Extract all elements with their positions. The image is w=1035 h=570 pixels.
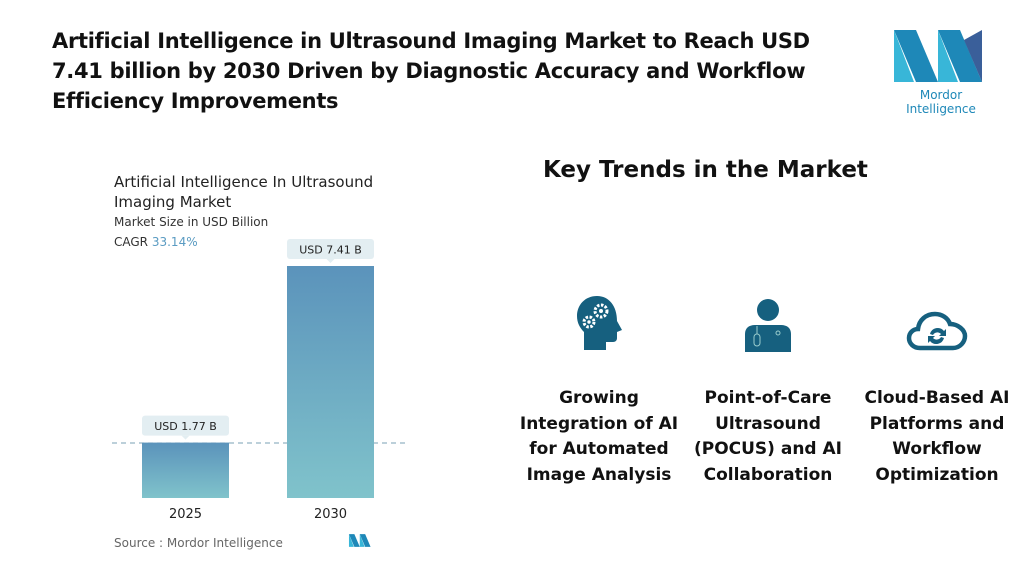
cagr: CAGR 33.14% xyxy=(114,235,198,249)
source-logo-icon xyxy=(348,534,371,547)
chart-subtitle: Market Size in USD Billion xyxy=(114,215,269,229)
trend-label: Growing Integration of AI for Automated … xyxy=(519,388,679,485)
chart-title: Artificial Intelligence In Ultrasound Im… xyxy=(114,173,374,211)
data-label: USD 7.41 B xyxy=(299,244,362,257)
doctor-icon xyxy=(688,292,848,352)
trend-label: Point-of-Care Ultrasound (POCUS) and AI … xyxy=(693,388,843,485)
bar-2025 xyxy=(142,442,229,498)
x-tick-label: 2030 xyxy=(314,507,347,522)
cagr-label: CAGR xyxy=(114,235,149,249)
cagr-value: 33.14% xyxy=(151,235,198,249)
mordor-logo: Mordor Intelligence xyxy=(886,30,996,116)
key-trends-heading: Key Trends in the Market xyxy=(543,157,868,183)
logo-mark-icon xyxy=(894,30,982,82)
cloud-sync-icon xyxy=(857,292,1017,352)
source: Source : Mordor Intelligence xyxy=(114,536,283,550)
data-label: USD 1.77 B xyxy=(154,420,217,433)
trend-item: Cloud-Based AI Platforms and Workflow Op… xyxy=(857,292,1017,488)
head-gears-icon xyxy=(519,292,679,352)
data-label-box xyxy=(142,415,229,436)
logo-text: Mordor Intelligence xyxy=(906,88,976,116)
trend-item: Growing Integration of AI for Automated … xyxy=(519,292,679,488)
data-label-pointer xyxy=(181,435,190,440)
bar-chart: USD 1.77 B 2025 USD 7.41 B 2030 xyxy=(112,239,405,522)
x-tick-label: 2025 xyxy=(169,507,202,522)
trend-label: Cloud-Based AI Platforms and Workflow Op… xyxy=(864,388,1010,485)
data-label-box xyxy=(287,239,374,259)
data-label-pointer xyxy=(326,259,335,263)
page-title: Artificial Intelligence in Ultrasound Im… xyxy=(52,29,810,113)
trend-item: Point-of-Care Ultrasound (POCUS) and AI … xyxy=(688,292,848,488)
bar-2030 xyxy=(287,266,374,498)
